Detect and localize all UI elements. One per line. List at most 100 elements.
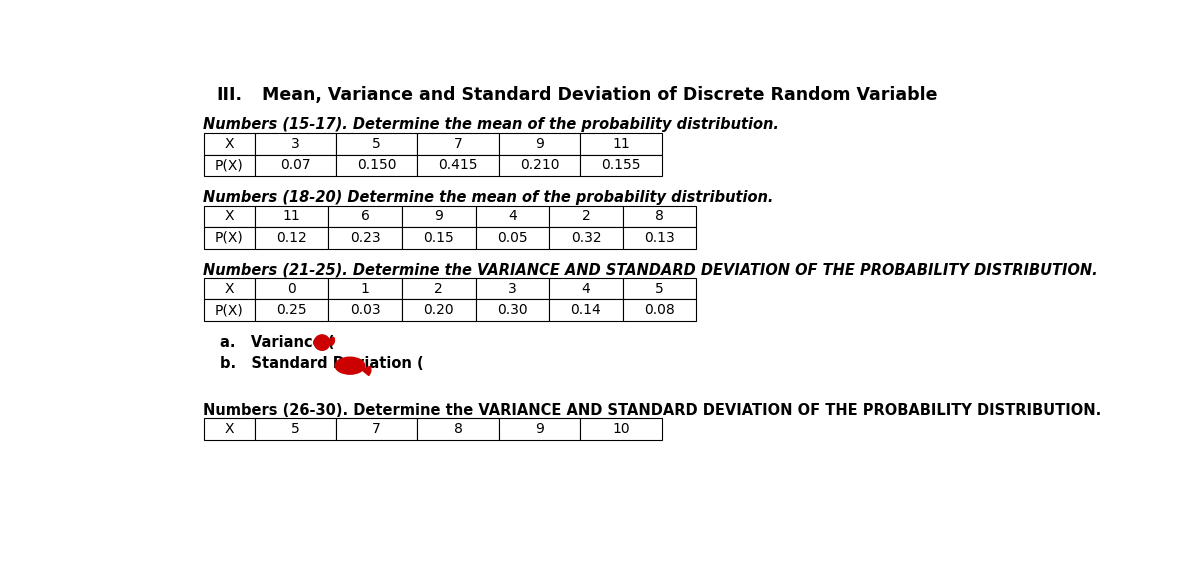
Text: 0.150: 0.150	[356, 159, 396, 173]
Bar	[580, 418, 661, 440]
Bar	[418, 418, 499, 440]
Text: 0.25: 0.25	[276, 304, 307, 317]
Text: 0.20: 0.20	[424, 304, 454, 317]
Bar	[204, 205, 254, 227]
Bar	[329, 227, 402, 249]
Wedge shape	[361, 366, 371, 376]
Bar	[336, 133, 418, 155]
Wedge shape	[329, 337, 335, 346]
Bar	[254, 155, 336, 176]
Bar	[623, 299, 696, 321]
Bar	[580, 155, 661, 176]
Text: 0.30: 0.30	[497, 304, 528, 317]
Text: 0.23: 0.23	[349, 231, 380, 245]
Text: 0.07: 0.07	[280, 159, 311, 173]
Bar	[475, 205, 550, 227]
Text: 4: 4	[508, 209, 517, 223]
Text: Numbers (15-17). Determine the mean of the probability distribution.: Numbers (15-17). Determine the mean of t…	[203, 117, 779, 132]
Text: P(X): P(X)	[215, 231, 244, 245]
Bar	[402, 299, 475, 321]
Bar	[623, 227, 696, 249]
Text: X: X	[224, 137, 234, 151]
Bar	[499, 155, 580, 176]
Text: P(X): P(X)	[215, 304, 244, 317]
Text: 4: 4	[582, 282, 590, 295]
Text: III.: III.	[216, 86, 242, 104]
Bar	[499, 133, 580, 155]
Bar	[418, 155, 499, 176]
Ellipse shape	[335, 357, 365, 374]
Text: 0.05: 0.05	[497, 231, 528, 245]
Bar	[204, 299, 254, 321]
Bar	[254, 227, 329, 249]
Text: X: X	[224, 282, 234, 295]
Text: Mean, Variance and Standard Deviation of Discrete Random Variable: Mean, Variance and Standard Deviation of…	[263, 86, 938, 104]
Text: 5: 5	[655, 282, 664, 295]
Text: 5: 5	[372, 137, 382, 151]
Bar	[475, 278, 550, 299]
Bar	[623, 205, 696, 227]
Text: 0.13: 0.13	[644, 231, 674, 245]
Bar	[204, 133, 254, 155]
Bar	[204, 278, 254, 299]
Text: 8: 8	[655, 209, 664, 223]
Text: 11: 11	[612, 137, 630, 151]
Text: 5: 5	[290, 422, 300, 436]
Text: X: X	[224, 209, 234, 223]
Bar	[550, 278, 623, 299]
Text: 6: 6	[361, 209, 370, 223]
Text: 0.155: 0.155	[601, 159, 641, 173]
Bar	[254, 133, 336, 155]
Bar	[550, 205, 623, 227]
Text: 3: 3	[508, 282, 517, 295]
Text: a.   Variance (: a. Variance (	[220, 335, 334, 350]
Text: 7: 7	[372, 422, 382, 436]
Text: 0.03: 0.03	[349, 304, 380, 317]
Bar	[329, 278, 402, 299]
Bar	[329, 205, 402, 227]
Text: 7: 7	[454, 137, 462, 151]
Text: 0.12: 0.12	[276, 231, 307, 245]
Text: 3: 3	[290, 137, 300, 151]
Bar	[499, 418, 580, 440]
Text: 9: 9	[535, 422, 544, 436]
Text: 0.08: 0.08	[644, 304, 674, 317]
Text: 1: 1	[361, 282, 370, 295]
Text: 9: 9	[535, 137, 544, 151]
Text: 0: 0	[287, 282, 296, 295]
Text: 0.15: 0.15	[424, 231, 454, 245]
Bar	[204, 418, 254, 440]
Bar	[204, 227, 254, 249]
Bar	[550, 299, 623, 321]
Bar	[254, 418, 336, 440]
Bar	[623, 278, 696, 299]
Bar	[204, 155, 254, 176]
Bar	[336, 155, 418, 176]
Bar	[329, 299, 402, 321]
Text: 0.415: 0.415	[438, 159, 478, 173]
Bar	[254, 278, 329, 299]
Text: 0.32: 0.32	[571, 231, 601, 245]
Circle shape	[314, 335, 330, 350]
Bar	[402, 278, 475, 299]
Text: 0.210: 0.210	[520, 159, 559, 173]
Bar	[402, 205, 475, 227]
Bar	[580, 133, 661, 155]
Text: 10: 10	[612, 422, 630, 436]
Text: 11: 11	[282, 209, 300, 223]
Bar	[475, 299, 550, 321]
Bar	[418, 133, 499, 155]
Text: Numbers (26-30). Determine the VARIANCE AND STANDARD DEVIATION OF THE PROBABILIT: Numbers (26-30). Determine the VARIANCE …	[203, 403, 1100, 418]
Text: 0.14: 0.14	[570, 304, 601, 317]
Text: 2: 2	[582, 209, 590, 223]
Text: 8: 8	[454, 422, 462, 436]
Text: 9: 9	[434, 209, 443, 223]
Text: X: X	[224, 422, 234, 436]
Text: 2: 2	[434, 282, 443, 295]
Text: b.   Standard Deviation (: b. Standard Deviation (	[220, 357, 424, 372]
Bar	[254, 205, 329, 227]
Bar	[550, 227, 623, 249]
Text: Numbers (21-25). Determine the VARIANCE AND STANDARD DEVIATION OF THE PROBABILIT: Numbers (21-25). Determine the VARIANCE …	[203, 263, 1097, 278]
Bar	[336, 418, 418, 440]
Bar	[254, 299, 329, 321]
